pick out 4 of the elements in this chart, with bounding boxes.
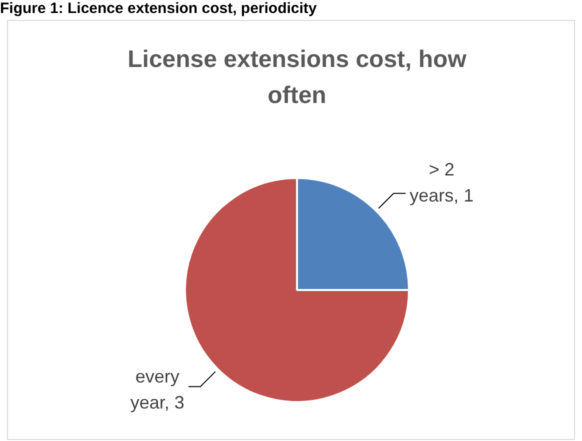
- caption: Figure 1: Licence extension cost, periodicity: [0, 0, 317, 17]
- data-label: every year, 3: [130, 366, 184, 413]
- data-label: > 2 years, 1: [410, 159, 474, 206]
- chart-title: License extensions cost, how often: [126, 45, 468, 111]
